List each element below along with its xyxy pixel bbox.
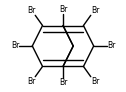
Text: Br: Br <box>27 77 35 86</box>
Text: Br: Br <box>11 41 19 51</box>
Text: Br: Br <box>27 6 35 15</box>
Text: Br: Br <box>107 41 115 51</box>
Text: Br: Br <box>59 78 67 87</box>
Text: Br: Br <box>91 77 99 86</box>
Text: Br: Br <box>59 5 67 14</box>
Text: Br: Br <box>91 6 99 15</box>
